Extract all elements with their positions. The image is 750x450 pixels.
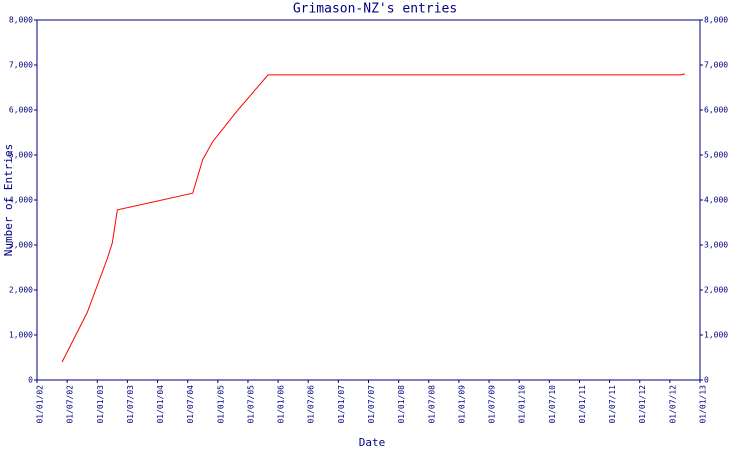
y-tick-label: 5,000 bbox=[9, 151, 33, 160]
x-tick-label: 01/01/04 bbox=[156, 385, 165, 424]
y2-tick-label: 3,000 bbox=[704, 241, 728, 250]
x-tick-label: 01/07/10 bbox=[548, 385, 557, 424]
y-tick-label: 6,000 bbox=[9, 106, 33, 115]
y2-tick-label: 0 bbox=[704, 376, 709, 385]
x-axis-label: Date bbox=[359, 436, 386, 449]
y2-tick-label: 7,000 bbox=[704, 61, 728, 70]
x-tick-label: 01/01/12 bbox=[638, 385, 647, 424]
y-tick-label: 8,000 bbox=[9, 16, 33, 25]
y2-tick-label: 6,000 bbox=[704, 106, 728, 115]
y2-tick-label: 5,000 bbox=[704, 151, 728, 160]
y-tick-label: 1,000 bbox=[9, 331, 33, 340]
x-tick-label: 01/07/05 bbox=[246, 385, 255, 424]
y2-tick-label: 4,000 bbox=[704, 196, 728, 205]
x-tick-label: 01/07/11 bbox=[608, 385, 617, 424]
y2-tick-label: 8,000 bbox=[704, 16, 728, 25]
x-tick-label: 01/01/08 bbox=[397, 385, 406, 424]
x-tick-label: 01/01/09 bbox=[457, 385, 466, 424]
chart-title: Grimason-NZ's entries bbox=[293, 2, 457, 17]
x-tick-label: 01/07/03 bbox=[126, 385, 135, 424]
x-tick-label: 01/07/07 bbox=[367, 385, 376, 424]
y-tick-label: 0 bbox=[28, 376, 33, 385]
x-tick-label: 01/07/12 bbox=[668, 385, 677, 424]
x-tick-label: 01/01/05 bbox=[216, 385, 225, 424]
y-tick-label: 7,000 bbox=[9, 61, 33, 70]
x-tick-label: 01/01/10 bbox=[518, 385, 527, 424]
y-tick-label: 2,000 bbox=[9, 286, 33, 295]
y-axis-label: Number of Entries bbox=[2, 144, 15, 257]
y-tick-label: 4,000 bbox=[9, 196, 33, 205]
x-tick-label: 01/01/11 bbox=[578, 385, 587, 424]
x-tick-label: 01/07/06 bbox=[307, 385, 316, 424]
x-tick-label: 01/07/02 bbox=[66, 385, 75, 424]
plot-frame bbox=[36, 19, 701, 381]
data-line bbox=[61, 73, 686, 363]
x-tick-label: 01/07/09 bbox=[488, 385, 497, 424]
x-tick-label: 01/01/03 bbox=[96, 385, 105, 424]
x-tick-label: 01/01/02 bbox=[36, 385, 45, 424]
x-tick-label: 01/07/04 bbox=[186, 385, 195, 424]
x-tick-label: 01/01/06 bbox=[277, 385, 286, 424]
x-tick-label: 01/07/08 bbox=[427, 385, 436, 424]
y2-tick-label: 1,000 bbox=[704, 331, 728, 340]
x-tick-label: 01/01/07 bbox=[337, 385, 346, 424]
y2-tick-label: 2,000 bbox=[704, 286, 728, 295]
y-tick-label: 3,000 bbox=[9, 241, 33, 250]
x-tick-label: 01/01/13 bbox=[699, 385, 708, 424]
